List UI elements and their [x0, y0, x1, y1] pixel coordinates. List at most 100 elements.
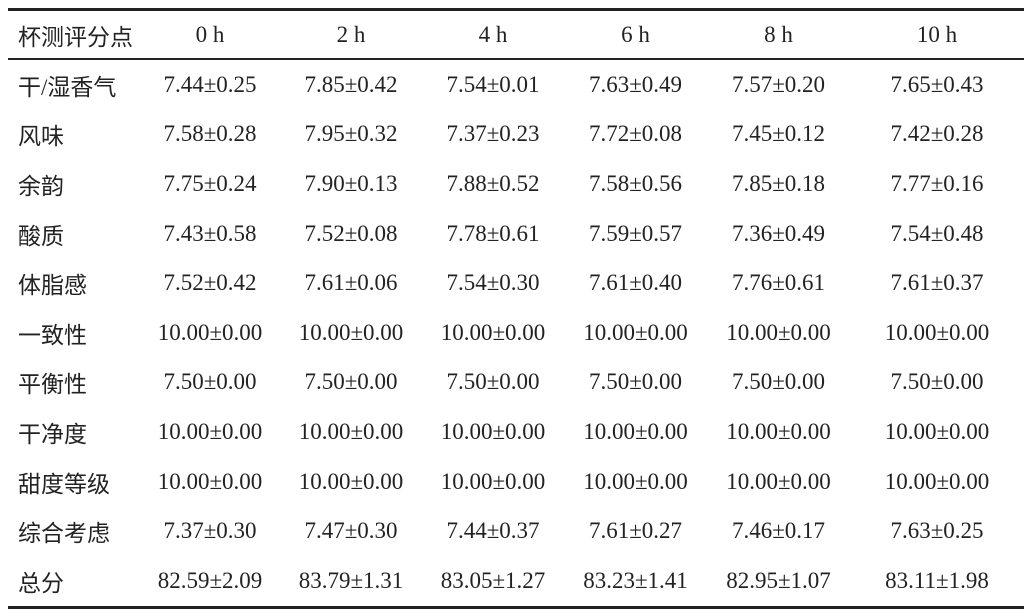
- table-cell: 7.61±0.06: [304, 270, 398, 296]
- table-cell: 7.58±0.56: [588, 170, 683, 196]
- table-cell: 7.50±0.00: [304, 369, 398, 395]
- header-row: 杯测评分点 0 h 2 h 4 h 6 h 8 h 10 h: [8, 9, 1024, 59]
- table-cell: 7.85±0.42: [304, 71, 398, 97]
- table-cell: 10.00±0.00: [583, 468, 688, 494]
- table-cell: 10.00±0.00: [298, 319, 404, 345]
- table-row: 平衡性 7.50±0.00 7.50±0.00 7.50±0.00 7.50±0.00 7…: [8, 358, 1024, 408]
- table-cell: 7.37±0.30: [163, 518, 257, 544]
- table-cell: 7.58±0.28: [163, 121, 257, 147]
- table-row: 风味 7.58±0.28 7.95±0.32 7.37±0.23 7.72±0.08 7.…: [8, 110, 1024, 160]
- table-cell: 7.42±0.28: [890, 121, 984, 147]
- table-cell: 10.00±0.00: [726, 418, 831, 444]
- table-cell: 7.85±0.18: [731, 170, 826, 196]
- table-cell: 7.63±0.25: [890, 518, 984, 544]
- header-cell: 0 h: [195, 21, 225, 47]
- table-row: 综合考虑 7.37±0.30 7.47±0.30 7.44±0.37 7.61±0.27…: [8, 506, 1024, 556]
- table-cell: 7.54±0.01: [446, 71, 540, 97]
- table-body: 干/湿香气 7.44±0.25 7.85±0.42 7.54±0.01 7.63±0.4…: [8, 59, 1024, 608]
- table-cell: 7.61±0.37: [890, 270, 984, 296]
- row-label: 甜度等级: [18, 471, 110, 497]
- table-cell: 83.11±1.98: [885, 567, 989, 593]
- table-cell: 10.00±0.00: [440, 319, 546, 345]
- table-cell: 10.00±0.00: [726, 319, 831, 345]
- table-cell: 7.50±0.00: [163, 369, 257, 395]
- table-cell: 10.00±0.00: [884, 319, 990, 345]
- table-row: 一致性 10.00±0.00 10.00±0.00 10.00±0.00 10.00±0…: [8, 308, 1024, 358]
- table-cell: 82.59±2.09: [157, 567, 263, 593]
- table-cell: 7.52±0.42: [163, 270, 257, 296]
- header-cell: 10 h: [916, 21, 958, 47]
- table-cell: 7.37±0.23: [446, 121, 540, 147]
- table-cell: 7.88±0.52: [446, 170, 540, 196]
- table-cell: 10.00±0.00: [157, 418, 263, 444]
- row-label: 干/湿香气: [18, 74, 117, 100]
- table-cell: 10.00±0.00: [583, 319, 688, 345]
- table-cell: 10.00±0.00: [884, 468, 990, 494]
- row-label: 一致性: [18, 322, 87, 348]
- table-cell: 82.95±1.07: [726, 567, 831, 593]
- table-cell: 7.36±0.49: [731, 220, 826, 246]
- table-cell: 10.00±0.00: [726, 468, 831, 494]
- table-cell: 7.90±0.13: [304, 170, 398, 196]
- table-cell: 10.00±0.00: [440, 468, 546, 494]
- row-label: 体脂感: [18, 273, 87, 299]
- table-cell: 7.65±0.43: [890, 71, 984, 97]
- table-cell: 7.57±0.20: [731, 71, 826, 97]
- row-label: 余韵: [18, 173, 64, 199]
- table-row: 干净度 10.00±0.00 10.00±0.00 10.00±0.00 10.00±0…: [8, 407, 1024, 457]
- table-cell: 7.72±0.08: [588, 121, 683, 147]
- row-label: 总分: [18, 570, 64, 596]
- table-cell: 7.61±0.27: [588, 518, 683, 544]
- table-cell: 7.50±0.00: [588, 369, 683, 395]
- table-cell: 10.00±0.00: [157, 319, 263, 345]
- table-cell: 7.45±0.12: [731, 121, 826, 147]
- table-cell: 7.50±0.00: [731, 369, 826, 395]
- header-cell: 2 h: [336, 21, 366, 47]
- table-cell: 7.50±0.00: [890, 369, 984, 395]
- table-cell: 7.44±0.37: [446, 518, 540, 544]
- table-cell: 7.61±0.40: [588, 270, 683, 296]
- table-cell: 83.05±1.27: [440, 567, 546, 593]
- table-cell: 7.47±0.30: [304, 518, 398, 544]
- table-row: 体脂感 7.52±0.42 7.61±0.06 7.54±0.30 7.61±0.40 7…: [8, 258, 1024, 308]
- table-cell: 7.78±0.61: [446, 220, 540, 246]
- table-head: 杯测评分点 0 h 2 h 4 h 6 h 8 h 10 h: [8, 9, 1024, 59]
- table-cell: 7.59±0.57: [588, 220, 683, 246]
- table-cell: 7.63±0.49: [588, 71, 683, 97]
- table-row: 干/湿香气 7.44±0.25 7.85±0.42 7.54±0.01 7.63±0.4…: [8, 59, 1024, 110]
- row-label: 综合考虑: [18, 521, 110, 547]
- table-cell: 10.00±0.00: [157, 468, 263, 494]
- table-cell: 83.79±1.31: [298, 567, 404, 593]
- table-cell: 7.43±0.58: [163, 220, 257, 246]
- table-cell: 7.52±0.08: [304, 220, 398, 246]
- table-cell: 7.54±0.48: [890, 220, 984, 246]
- row-label: 平衡性: [18, 372, 87, 398]
- table-cell: 83.23±1.41: [583, 567, 688, 593]
- header-cell: 杯测评分点: [18, 24, 133, 50]
- data-table: 杯测评分点 0 h 2 h 4 h 6 h 8 h 10 h 干/湿香气 7.44±0.25 7…: [8, 8, 1024, 609]
- table-cell: 7.75±0.24: [163, 170, 257, 196]
- table-cell: 10.00±0.00: [583, 418, 688, 444]
- table-cell: 7.44±0.25: [163, 71, 257, 97]
- table-row: 甜度等级 10.00±0.00 10.00±0.00 10.00±0.00 10.00±…: [8, 457, 1024, 507]
- table-cell: 7.46±0.17: [731, 518, 826, 544]
- table-cell: 10.00±0.00: [440, 418, 546, 444]
- table-cell: 7.77±0.16: [890, 170, 984, 196]
- table-row: 总分 82.59±2.09 83.79±1.31 83.05±1.27 83.23±1.…: [8, 556, 1024, 608]
- table-cell: 7.76±0.61: [731, 270, 826, 296]
- table-cell: 10.00±0.00: [884, 418, 990, 444]
- table-cell: 7.95±0.32: [304, 121, 398, 147]
- row-label: 干净度: [18, 421, 87, 447]
- table-cell: 10.00±0.00: [298, 418, 404, 444]
- table-row: 酸质 7.43±0.58 7.52±0.08 7.78±0.61 7.59±0.57 7.…: [8, 209, 1024, 259]
- row-label: 酸质: [18, 223, 64, 249]
- header-cell: 6 h: [621, 21, 650, 47]
- table-row: 余韵 7.75±0.24 7.90±0.13 7.88±0.52 7.58±0.56 7.…: [8, 159, 1024, 209]
- table-cell: 7.54±0.30: [446, 270, 540, 296]
- row-label: 风味: [18, 124, 64, 150]
- header-cell: 8 h: [764, 21, 793, 47]
- table-cell: 10.00±0.00: [298, 468, 404, 494]
- table-cell: 7.50±0.00: [446, 369, 540, 395]
- header-cell: 4 h: [478, 21, 508, 47]
